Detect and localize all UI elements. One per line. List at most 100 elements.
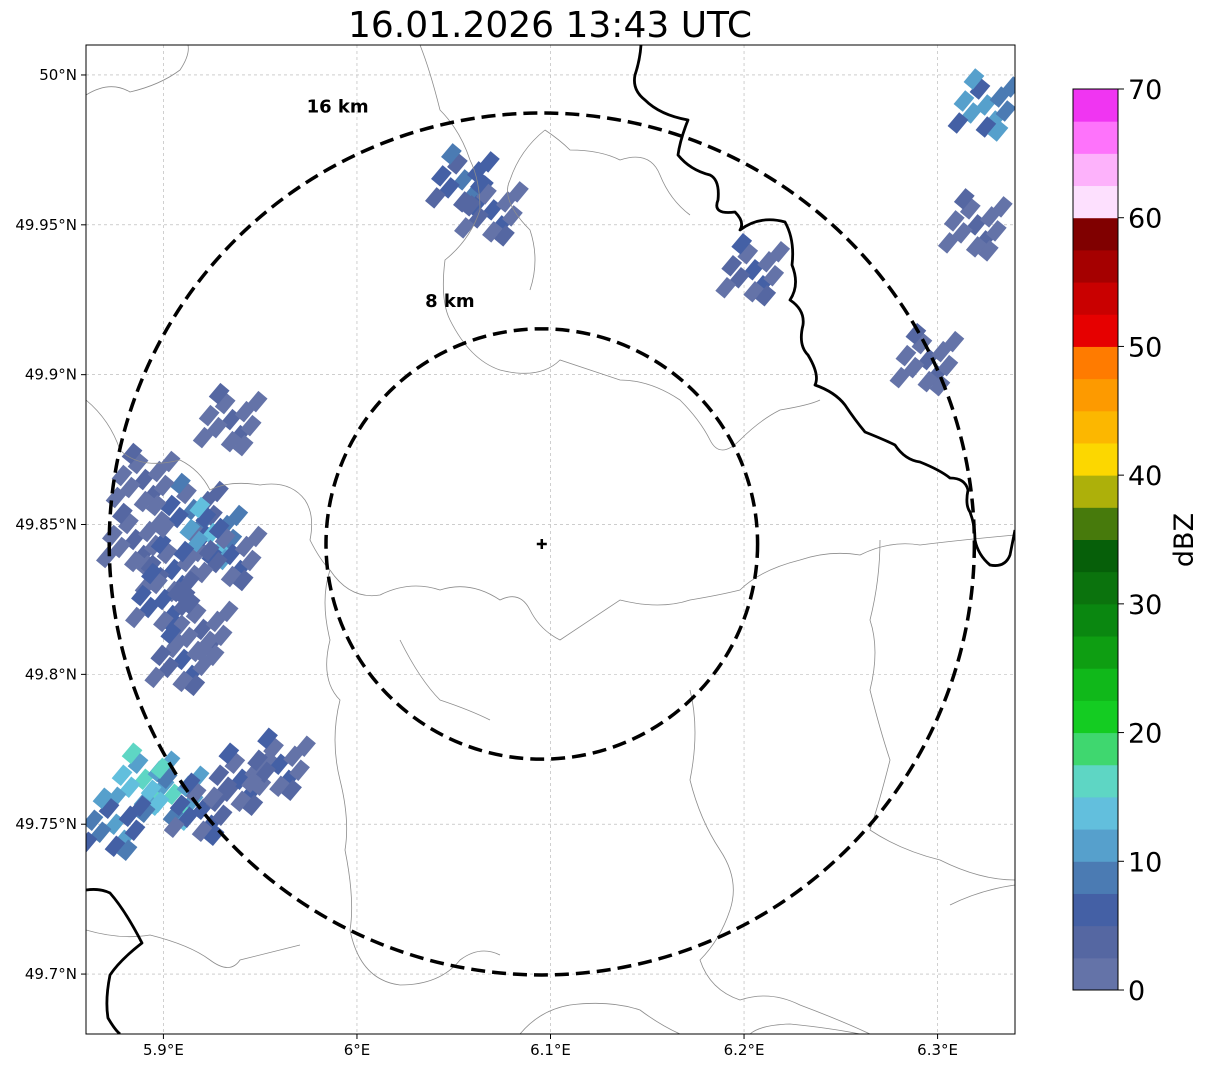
- y-tick-label: 49.75°N: [15, 815, 77, 833]
- echo-cell: [184, 674, 206, 697]
- echo-cell: [240, 549, 262, 572]
- x-tick-label: 6°E: [344, 1041, 371, 1059]
- echo-cell: [159, 450, 181, 473]
- echo-cell: [153, 474, 175, 497]
- echo-cell: [163, 816, 185, 838]
- echo-cell: [453, 191, 474, 213]
- colorbar-swatch: [1073, 442, 1118, 476]
- echo-cell: [150, 644, 172, 667]
- echo-cell: [937, 354, 959, 377]
- y-tick-label: 50°N: [39, 66, 77, 84]
- echo-cell: [737, 243, 759, 265]
- echo-cell: [227, 504, 249, 527]
- colorbar-swatch: [1073, 249, 1118, 283]
- echo-cell: [240, 414, 262, 437]
- echo-cell: [731, 233, 753, 255]
- range-ring: [324, 327, 760, 761]
- echo-cell: [188, 540, 210, 563]
- echo-cell: [889, 366, 911, 389]
- echo-cell: [192, 426, 214, 449]
- echo-cell: [166, 632, 188, 655]
- echo-cell: [206, 416, 228, 439]
- echo-cell: [246, 525, 268, 548]
- boundary-line: [86, 45, 189, 96]
- colorbar-swatch: [1073, 410, 1118, 444]
- map-plot-area: 8 km 16 km 5.9°E 6°E 6.1°E 6.2°E 6.3°E 50°N 49…: [15, 44, 1016, 1059]
- echo-cell: [154, 516, 175, 539]
- echo-cell: [173, 540, 195, 563]
- range-ring-label: 8 km: [425, 291, 475, 312]
- echo-cell: [721, 255, 743, 277]
- colorbar-swatch: [1073, 153, 1118, 187]
- echo-cell: [156, 767, 178, 789]
- echo-cell: [127, 452, 149, 475]
- echo-cell: [959, 198, 981, 220]
- colorbar-tick-label: 20: [1128, 719, 1162, 750]
- boundary-line: [949, 884, 1015, 906]
- colorbar-swatch: [1073, 957, 1118, 991]
- echo-cell: [198, 404, 220, 427]
- radar-site-marker: [536, 538, 547, 549]
- echo-cell: [158, 656, 180, 679]
- echo-cell: [121, 442, 143, 465]
- echo-cell: [211, 804, 233, 826]
- colorbar-ticks: 0 10 20 30 40 50 60 70: [1118, 75, 1162, 1007]
- echo-cell: [176, 482, 197, 505]
- echo-cell: [975, 116, 997, 138]
- echo-cell: [145, 494, 167, 517]
- echo-cell: [191, 820, 213, 842]
- range-ring: [107, 111, 977, 977]
- echo-cell: [208, 382, 230, 405]
- echo-cell: [130, 795, 152, 817]
- colorbar-tick-label: 50: [1128, 332, 1162, 363]
- echo-cell: [255, 761, 276, 784]
- echo-cell: [118, 512, 139, 535]
- colorbar-swatch: [1073, 539, 1118, 573]
- colorbar-swatch: [1073, 475, 1118, 508]
- echo-cell: [160, 622, 182, 645]
- echo-cell: [281, 779, 302, 802]
- echo-cell: [147, 572, 168, 595]
- echo-cell: [425, 187, 446, 209]
- echo-cell: [508, 181, 529, 203]
- colorbar-swatch: [1073, 89, 1118, 122]
- echo-cell: [903, 356, 925, 379]
- longitude-ticks: 5.9°E 6°E 6.1°E 6.2°E 6.3°E: [143, 1034, 958, 1059]
- echo-cell: [131, 584, 152, 607]
- colorbar-swatch: [1073, 314, 1118, 347]
- echo-cell: [220, 565, 242, 588]
- colorbar-swatch: [1073, 700, 1118, 734]
- echo-cell: [150, 510, 171, 533]
- echo-cell: [104, 835, 126, 857]
- echo-cell: [140, 779, 162, 801]
- echo-cell: [150, 757, 172, 779]
- y-tick-label: 49.85°N: [15, 516, 77, 534]
- echo-cell: [187, 530, 209, 553]
- boundary-line: [689, 689, 871, 1034]
- boundary-line: [86, 399, 331, 571]
- echo-cell: [96, 546, 117, 569]
- echo-cell: [86, 809, 104, 831]
- echo-cell: [441, 143, 462, 165]
- echo-cell: [92, 787, 114, 809]
- echo-cell: [937, 232, 959, 254]
- colorbar-swatch: [1073, 668, 1118, 701]
- border-line: [86, 888, 144, 1034]
- echo-cell: [214, 527, 236, 550]
- echo-cell: [763, 265, 785, 287]
- echo-cluster: [241, 727, 316, 802]
- echo-cell: [743, 281, 765, 303]
- boundary-line: [399, 639, 491, 721]
- echo-cell: [447, 153, 468, 175]
- colorbar-tick-label: 10: [1128, 847, 1162, 878]
- echo-cell: [121, 742, 143, 765]
- boundary-line: [324, 569, 501, 986]
- echo-cell: [232, 434, 254, 457]
- colorbar-swatches: [1073, 89, 1118, 991]
- echo-cell: [905, 322, 927, 345]
- echo-cluster: [86, 787, 152, 861]
- echo-cell: [232, 569, 254, 592]
- colorbar-swatch: [1073, 121, 1118, 154]
- echo-cell: [953, 90, 975, 112]
- echo-cell: [124, 819, 146, 841]
